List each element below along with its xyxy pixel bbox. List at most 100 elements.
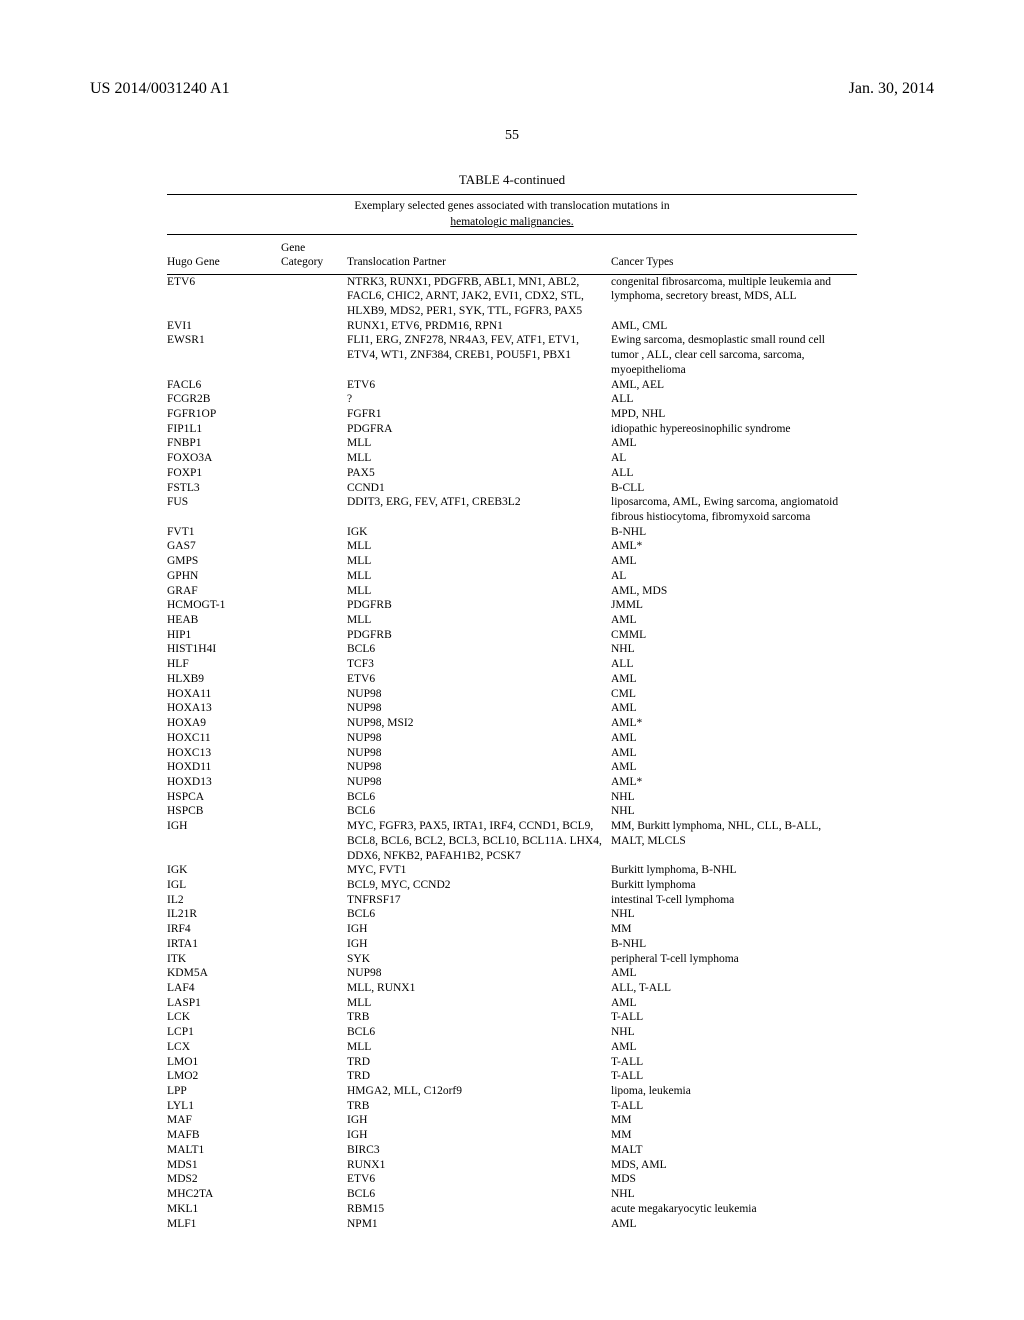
- cell-partner: BCL6: [347, 790, 611, 805]
- col-header-category: Gene Category: [281, 235, 347, 274]
- table-row: FOXP1PAX5ALL: [167, 466, 857, 481]
- cell-cancer: idiopathic hypereosinophilic syndrome: [611, 422, 857, 437]
- cell-partner: NUP98: [347, 775, 611, 790]
- cell-partner: BCL6: [347, 804, 611, 819]
- table-row: HOXC11NUP98AML: [167, 731, 857, 746]
- cell-partner: NTRK3, RUNX1, PDGFRB, ABL1, MN1, ABL2, F…: [347, 274, 611, 319]
- cell-hugo: HIP1: [167, 628, 281, 643]
- cell-category: [281, 1084, 347, 1099]
- cell-category: [281, 319, 347, 334]
- table-row: IGHMYC, FGFR3, PAX5, IRTA1, IRF4, CCND1,…: [167, 819, 857, 863]
- cell-category: [281, 451, 347, 466]
- cell-cancer: NHL: [611, 1025, 857, 1040]
- cell-cancer: AML: [611, 731, 857, 746]
- table-row: MHC2TABCL6NHL: [167, 1187, 857, 1202]
- table-container: TABLE 4-continued Exemplary selected gen…: [167, 172, 857, 1231]
- cell-partner: TCF3: [347, 657, 611, 672]
- table-row: LAF4MLL, RUNX1ALL, T-ALL: [167, 981, 857, 996]
- cell-hugo: HCMOGT-1: [167, 598, 281, 613]
- cell-category: [281, 996, 347, 1011]
- cell-cancer: NHL: [611, 1187, 857, 1202]
- cell-category: [281, 495, 347, 524]
- table-row: HSPCABCL6NHL: [167, 790, 857, 805]
- cell-cancer: AML: [611, 554, 857, 569]
- cell-hugo: HIST1H4I: [167, 642, 281, 657]
- cell-cancer: Burkitt lymphoma: [611, 878, 857, 893]
- table-row: FIP1L1PDGFRAidiopathic hypereosinophilic…: [167, 422, 857, 437]
- cell-cancer: B-NHL: [611, 525, 857, 540]
- cell-hugo: MKL1: [167, 1202, 281, 1217]
- cell-hugo: IGH: [167, 819, 281, 863]
- cell-hugo: KDM5A: [167, 966, 281, 981]
- table-row: LCXMLLAML: [167, 1040, 857, 1055]
- col-header-hugo: Hugo Gene: [167, 235, 281, 274]
- cell-cancer: T-ALL: [611, 1069, 857, 1084]
- cell-hugo: MDS1: [167, 1158, 281, 1173]
- col-header-cancer: Cancer Types: [611, 235, 857, 274]
- cell-hugo: HOXA13: [167, 701, 281, 716]
- cell-hugo: HSPCA: [167, 790, 281, 805]
- cell-cancer: CMML: [611, 628, 857, 643]
- cell-category: [281, 1187, 347, 1202]
- cell-cancer: Ewing sarcoma, desmoplastic small round …: [611, 333, 857, 377]
- cell-category: [281, 422, 347, 437]
- cell-category: [281, 1217, 347, 1232]
- cell-partner: NPM1: [347, 1217, 611, 1232]
- cell-hugo: FUS: [167, 495, 281, 524]
- cell-partner: DDIT3, ERG, FEV, ATF1, CREB3L2: [347, 495, 611, 524]
- cell-hugo: HSPCB: [167, 804, 281, 819]
- cell-partner: BCL6: [347, 1187, 611, 1202]
- table-row: HOXD13NUP98AML*: [167, 775, 857, 790]
- cell-category: [281, 716, 347, 731]
- cell-partner: PDGFRB: [347, 598, 611, 613]
- cell-partner: BCL6: [347, 907, 611, 922]
- cell-cancer: AML, MDS: [611, 584, 857, 599]
- cell-partner: RUNX1, ETV6, PRDM16, RPN1: [347, 319, 611, 334]
- cell-partner: NUP98: [347, 701, 611, 716]
- cell-partner: MYC, FVT1: [347, 863, 611, 878]
- cell-category: [281, 863, 347, 878]
- cell-partner: RUNX1: [347, 1158, 611, 1173]
- table-row: FUSDDIT3, ERG, FEV, ATF1, CREB3L2liposar…: [167, 495, 857, 524]
- cell-category: [281, 598, 347, 613]
- cell-category: [281, 907, 347, 922]
- cell-partner: MLL: [347, 569, 611, 584]
- cell-category: [281, 1025, 347, 1040]
- cell-category: [281, 378, 347, 393]
- table-row: FOXO3AMLLAL: [167, 451, 857, 466]
- cell-category: [281, 672, 347, 687]
- cell-hugo: GRAF: [167, 584, 281, 599]
- cell-cancer: MM: [611, 922, 857, 937]
- cell-category: [281, 922, 347, 937]
- cell-cancer: T-ALL: [611, 1010, 857, 1025]
- cell-cancer: CML: [611, 687, 857, 702]
- col-header-partner: Translocation Partner: [347, 235, 611, 274]
- cell-category: [281, 1172, 347, 1187]
- cell-cancer: intestinal T-cell lymphoma: [611, 893, 857, 908]
- cell-cancer: AML: [611, 613, 857, 628]
- cell-partner: BCL6: [347, 642, 611, 657]
- table-row: HOXA9NUP98, MSI2AML*: [167, 716, 857, 731]
- cell-hugo: HOXD13: [167, 775, 281, 790]
- table-row: GMPSMLLAML: [167, 554, 857, 569]
- cell-partner: TRB: [347, 1010, 611, 1025]
- cell-cancer: AML: [611, 1040, 857, 1055]
- cell-hugo: FSTL3: [167, 481, 281, 496]
- cell-cancer: ALL, T-ALL: [611, 981, 857, 996]
- cell-partner: MLL: [347, 584, 611, 599]
- table-row: IL21RBCL6NHL: [167, 907, 857, 922]
- cell-cancer: AML: [611, 436, 857, 451]
- table-caption-line1: Exemplary selected genes associated with…: [167, 199, 857, 213]
- cell-cancer: NHL: [611, 804, 857, 819]
- table-row: MAFIGHMM: [167, 1113, 857, 1128]
- cell-partner: ETV6: [347, 378, 611, 393]
- cell-partner: IGK: [347, 525, 611, 540]
- table-row: LCKTRBT-ALL: [167, 1010, 857, 1025]
- cell-hugo: HOXA11: [167, 687, 281, 702]
- table-row: IRF4IGHMM: [167, 922, 857, 937]
- cell-cancer: B-NHL: [611, 937, 857, 952]
- cell-cancer: ALL: [611, 657, 857, 672]
- table-row: EVI1RUNX1, ETV6, PRDM16, RPN1AML, CML: [167, 319, 857, 334]
- cell-hugo: IL2: [167, 893, 281, 908]
- cell-hugo: EVI1: [167, 319, 281, 334]
